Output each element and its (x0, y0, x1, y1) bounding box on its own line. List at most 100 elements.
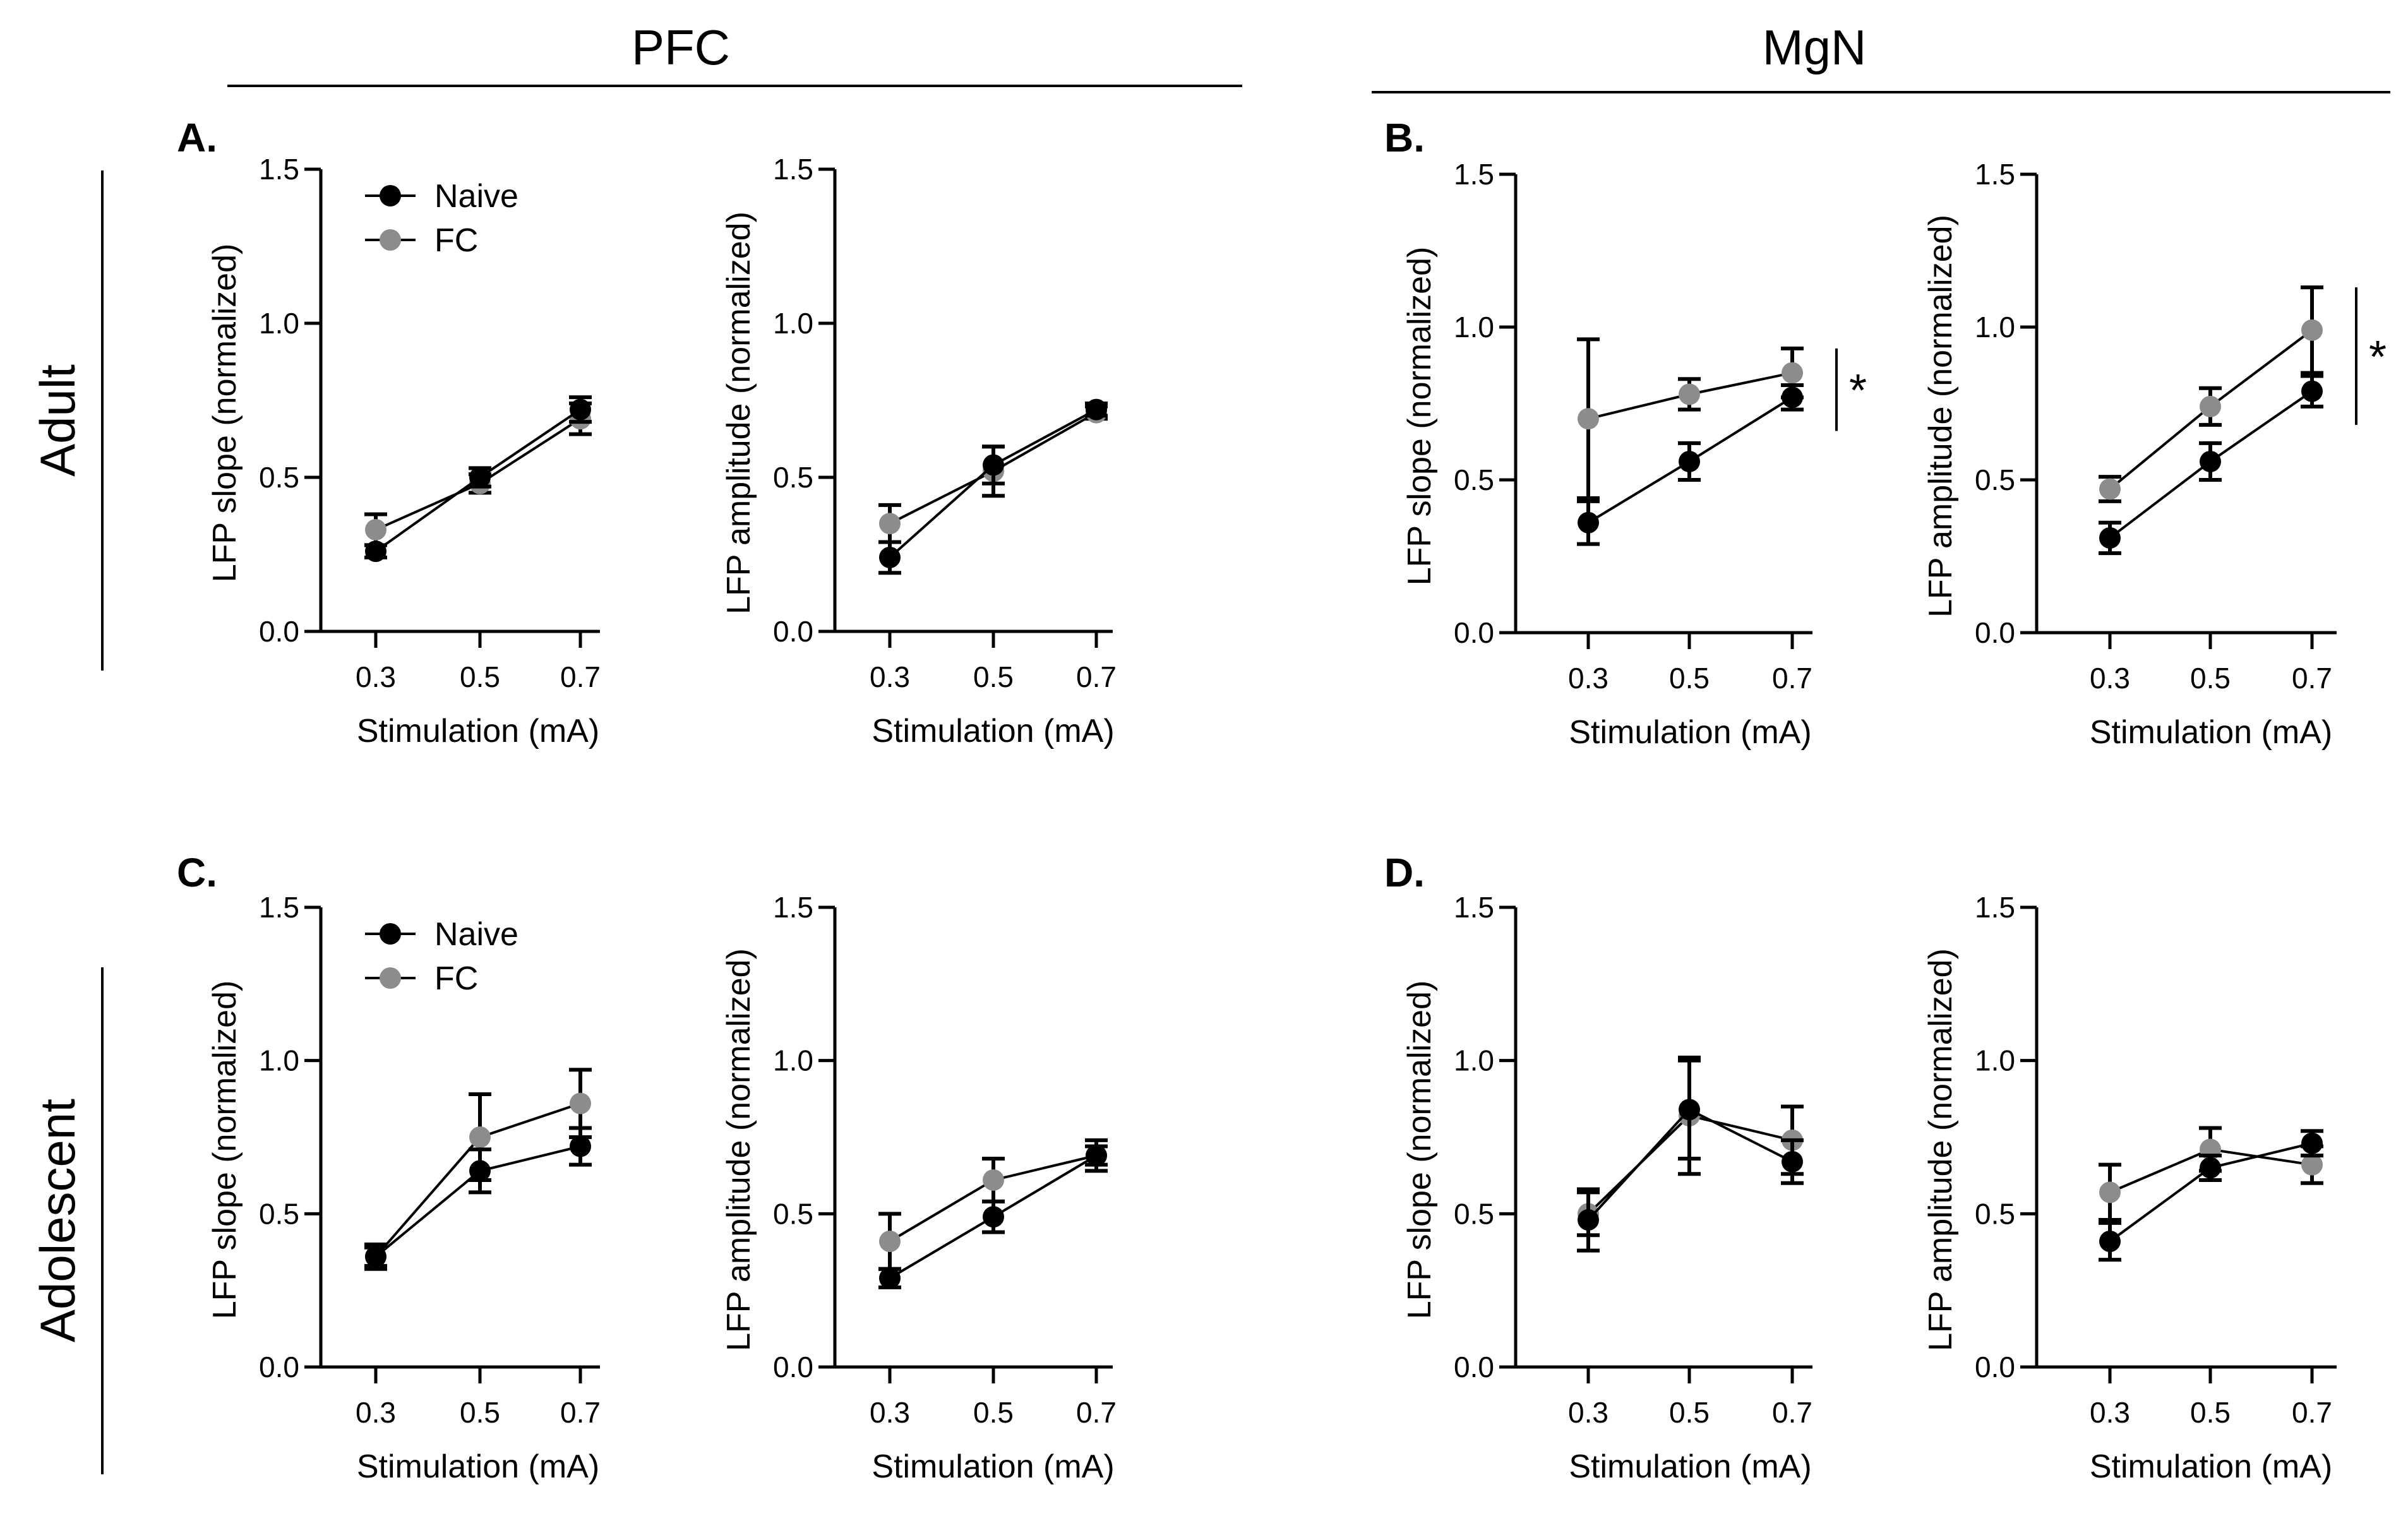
x-tick-label: 0.5 (973, 1396, 1014, 1429)
data-point-naive (1679, 450, 1700, 472)
chart-a-amplitude: 0.0 0.5 1.0 1.5 0.3 0.5 0.7 Stimulation (mA) LFP… (721, 153, 1117, 749)
x-tick-label: 0.3 (2090, 1396, 2130, 1429)
significance-star: * (2369, 332, 2387, 383)
y-tick-label: 0.0 (1975, 1351, 2015, 1383)
y-tick-label: 1.5 (259, 153, 299, 186)
data-point-naive (879, 1267, 901, 1289)
data-point-naive (1086, 1145, 1107, 1167)
data-point-naive (469, 1160, 491, 1182)
x-tick-label: 0.3 (356, 660, 396, 693)
data-point-fc (2301, 1154, 2323, 1176)
chart-b-slope: B. 0.0 0.5 1.0 1.5 0.3 0.5 0.7 Stimulation (mA) L… (1384, 115, 1867, 751)
data-point-fc (365, 518, 386, 540)
y-tick-label: 0.0 (259, 1351, 299, 1383)
data-point-naive (879, 546, 901, 568)
x-tick-label: 0.7 (2292, 1396, 2332, 1429)
panel-label: D. (1384, 850, 1425, 895)
data-point-naive (365, 1246, 386, 1268)
chart-a-slope: A. 0.0 0.5 1.0 1.5 0.3 0.5 0.7 Stimulation (mA) L… (177, 115, 601, 749)
x-tick-label: 0.3 (1568, 662, 1608, 695)
y-tick-label: 0.5 (773, 1197, 813, 1230)
chart-b-amplitude: 0.0 0.5 1.0 1.5 0.3 0.5 0.7 Stimulation (mA) LFP… (1922, 158, 2387, 751)
legend-marker (380, 923, 401, 945)
data-point-naive (1578, 511, 1599, 534)
x-tick-label: 0.5 (1669, 1396, 1710, 1429)
y-axis-label: LFP amplitude (normalized) (1922, 215, 1959, 618)
y-tick-label: 0.5 (773, 461, 813, 494)
panel-label: A. (177, 115, 217, 160)
chart-c-amplitude: 0.0 0.5 1.0 1.5 0.3 0.5 0.7 Stimulation (mA) LFP… (721, 891, 1117, 1485)
x-axis-label: Stimulation (mA) (2090, 714, 2332, 751)
x-axis-label: Stimulation (mA) (872, 713, 1114, 749)
x-tick-label: 0.7 (560, 1396, 601, 1429)
x-tick-label: 0.3 (1568, 1396, 1608, 1429)
data-point-naive (2301, 380, 2323, 402)
x-tick-label: 0.7 (1772, 1396, 1812, 1429)
x-tick-label: 0.3 (870, 660, 910, 693)
x-tick-label: 0.3 (356, 1396, 396, 1429)
x-tick-label: 0.5 (2190, 662, 2231, 695)
y-tick-label: 1.5 (259, 891, 299, 924)
y-axis-label: LFP slope (normalized) (207, 244, 243, 583)
y-tick-label: 1.5 (1454, 891, 1494, 924)
y-tick-label: 0.5 (1454, 1197, 1494, 1230)
y-tick-label: 0.0 (773, 615, 813, 648)
y-tick-label: 1.0 (1975, 1044, 2015, 1077)
x-axis-label: Stimulation (mA) (357, 1448, 599, 1485)
y-tick-label: 1.5 (773, 153, 813, 186)
data-point-fc (1578, 408, 1599, 430)
data-point-naive (1679, 1099, 1700, 1121)
data-point-naive (983, 454, 1004, 476)
data-point-naive (570, 398, 591, 421)
y-tick-label: 1.0 (1454, 1044, 1494, 1077)
data-point-fc (469, 1126, 491, 1148)
y-tick-label: 0.0 (773, 1351, 813, 1383)
data-point-naive (469, 467, 491, 488)
y-tick-label: 1.5 (1454, 158, 1494, 191)
pfc-header: PFC (632, 20, 730, 75)
y-tick-label: 0.0 (1454, 616, 1494, 649)
data-point-naive (570, 1135, 591, 1157)
x-axis-label: Stimulation (mA) (2090, 1448, 2332, 1485)
y-tick-label: 1.0 (1454, 311, 1494, 343)
x-tick-label: 0.7 (1076, 660, 1117, 693)
x-tick-label: 0.3 (870, 1396, 910, 1429)
significance-star: * (1849, 366, 1867, 416)
data-point-naive (1782, 1150, 1803, 1173)
legend-marker (380, 185, 401, 206)
x-tick-label: 0.5 (973, 660, 1014, 693)
y-tick-label: 0.0 (1975, 616, 2015, 649)
y-tick-label: 0.5 (259, 1197, 299, 1230)
legend-label: FC (434, 222, 478, 259)
data-point-naive (365, 540, 386, 563)
data-point-fc (2099, 1181, 2121, 1203)
mgn-header: MgN (1763, 20, 1867, 75)
x-axis-label: Stimulation (mA) (872, 1448, 1114, 1485)
x-tick-label: 0.5 (460, 1396, 500, 1429)
x-tick-label: 0.7 (2292, 662, 2332, 695)
x-tick-label: 0.7 (1772, 662, 1812, 695)
y-tick-label: 0.0 (259, 615, 299, 648)
adolescent-row-label: Adolescent (30, 1099, 85, 1342)
x-tick-label: 0.7 (1076, 1396, 1117, 1429)
x-tick-label: 0.3 (2090, 662, 2130, 695)
chart-d-amplitude: 0.0 0.5 1.0 1.5 0.3 0.5 0.7 Stimulation (mA) LFP… (1922, 891, 2337, 1485)
data-point-naive (2301, 1132, 2323, 1154)
data-point-naive (1086, 398, 1107, 421)
data-point-fc (1679, 383, 1700, 405)
y-axis-label: LFP slope (normalized) (1401, 247, 1438, 586)
y-tick-label: 1.0 (773, 1044, 813, 1077)
data-point-naive (983, 1206, 1004, 1228)
x-tick-label: 0.5 (1669, 662, 1710, 695)
data-point-naive (2200, 1157, 2221, 1179)
data-point-naive (2099, 1231, 2121, 1253)
y-axis-label: LFP slope (normalized) (1401, 981, 1438, 1320)
legend-label: FC (434, 960, 478, 997)
y-tick-label: 1.5 (773, 891, 813, 924)
y-axis-label: LFP amplitude (normalized) (721, 948, 757, 1351)
x-tick-label: 0.5 (460, 660, 500, 693)
data-point-fc (879, 513, 901, 535)
y-axis-label: LFP amplitude (normalized) (1922, 948, 1959, 1351)
data-point-naive (2099, 527, 2121, 549)
